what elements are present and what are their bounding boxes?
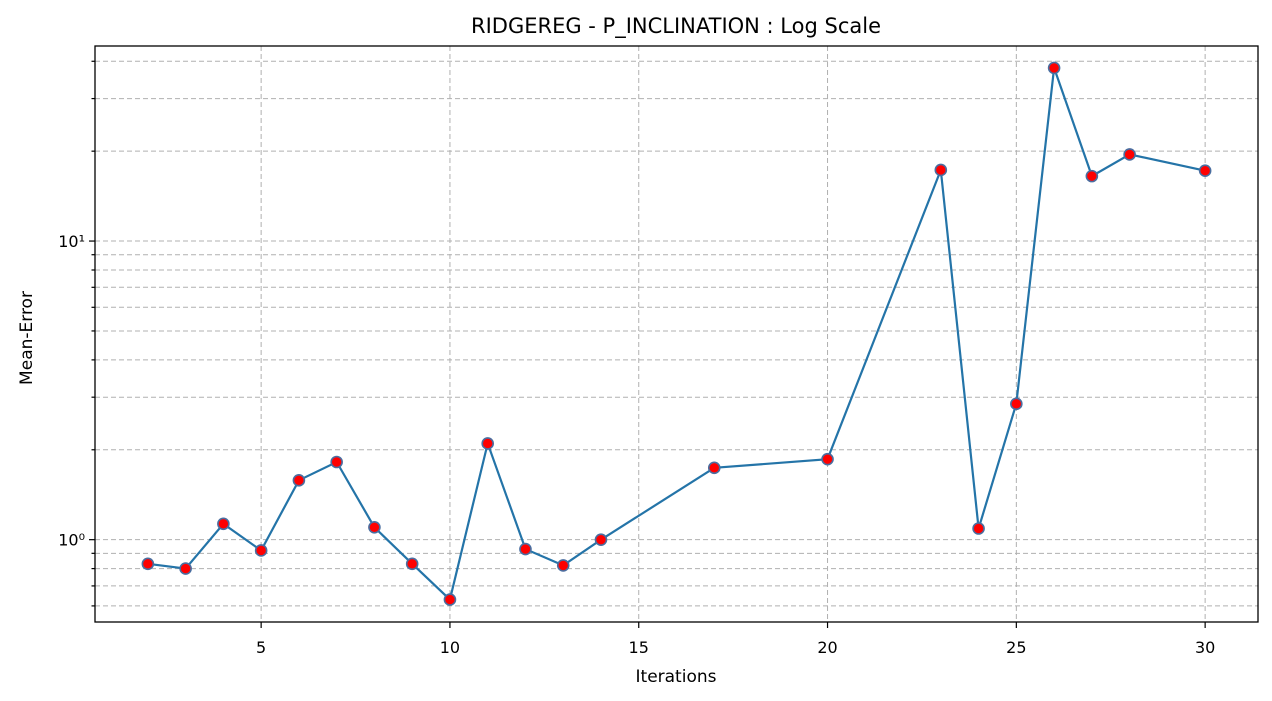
x-tick-label: 15	[629, 638, 649, 657]
data-point	[1047, 61, 1061, 75]
x-tick-label: 30	[1195, 638, 1215, 657]
data-point	[519, 542, 532, 556]
x-axis-label: Iterations	[636, 667, 717, 687]
data-series	[141, 61, 1212, 606]
data-point	[330, 455, 343, 469]
data-point	[556, 559, 570, 572]
data-point	[594, 533, 608, 546]
data-point	[368, 521, 381, 534]
data-point	[443, 593, 457, 606]
data-point	[254, 544, 268, 557]
data-point	[1010, 397, 1023, 411]
y-axis-label: Mean-Error	[17, 291, 37, 385]
x-tick-label: 20	[817, 638, 837, 657]
data-point	[707, 461, 721, 475]
y-tick-label: 10¹	[58, 232, 85, 251]
data-point	[179, 562, 192, 575]
axis-ticks: 5 10 15 20 25 30 10⁰ 10¹	[58, 60, 1215, 657]
data-point	[1085, 169, 1099, 183]
data-point	[141, 557, 155, 571]
x-tick-label: 25	[1006, 638, 1026, 657]
data-point	[934, 163, 948, 177]
plot-frame	[94, 45, 1259, 623]
data-point	[821, 452, 834, 466]
series-line	[147, 67, 1206, 602]
data-point	[292, 474, 306, 487]
y-tick-label: 10⁰	[58, 531, 85, 550]
chart-title: RIDGEREG - P_INCLINATION : Log Scale	[471, 14, 881, 39]
x-tick-label: 5	[256, 638, 266, 657]
data-point	[972, 522, 985, 535]
data-point	[217, 517, 230, 531]
x-tick-label: 10	[440, 638, 460, 657]
data-point	[1123, 148, 1136, 161]
data-point	[405, 557, 419, 571]
data-point	[481, 437, 495, 450]
data-point	[1198, 164, 1212, 178]
